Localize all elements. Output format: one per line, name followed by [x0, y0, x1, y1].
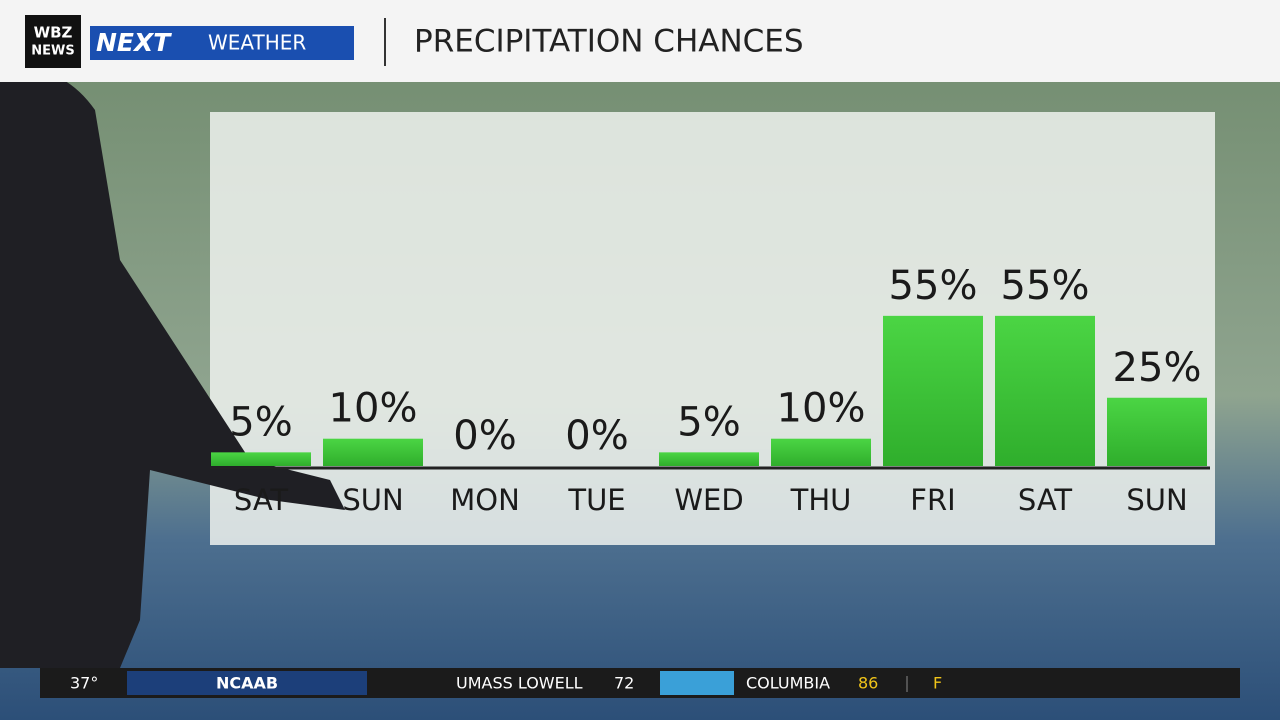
brand: NEXT [96, 28, 172, 57]
value-label: 10% [329, 386, 418, 432]
x-tick-label: SUN [342, 483, 403, 517]
x-tick-label: WED [674, 483, 743, 517]
value-label: 0% [453, 413, 516, 459]
logo-bottom: NEWS [31, 44, 74, 59]
ticker-temp: 37° [70, 674, 98, 693]
value-label: 55% [889, 263, 978, 309]
x-tick-label: FRI [910, 483, 955, 517]
bar [883, 315, 983, 466]
value-label: 5% [677, 399, 740, 445]
value-label: 55% [1001, 263, 1090, 309]
value-label: 5% [229, 399, 292, 445]
team-logo [660, 671, 734, 695]
league-box [127, 671, 367, 695]
x-tick-label: THU [790, 483, 852, 517]
brand-box [90, 26, 354, 60]
x-tick-label: SAT [234, 483, 289, 517]
brand-sub: WEATHER [208, 31, 306, 55]
bar [1107, 397, 1207, 466]
ticker-status: F [933, 674, 942, 693]
logo-top: WBZ [34, 24, 73, 42]
ticker-team: COLUMBIA [746, 674, 830, 693]
ticker-league: NCAAB [216, 674, 278, 693]
ticker-score: 86 [858, 674, 878, 693]
x-tick-label: SUN [1126, 483, 1187, 517]
bar [771, 438, 871, 466]
presenter [0, 68, 345, 669]
ticker-team: UMASS LOWELL [456, 674, 583, 693]
value-label: 10% [777, 386, 866, 432]
bar [995, 315, 1095, 466]
x-tick-label: SAT [1018, 483, 1073, 517]
x-tick-label: TUE [567, 483, 625, 517]
x-tick-label: MON [450, 483, 520, 517]
value-label: 25% [1113, 345, 1202, 391]
bar [211, 452, 311, 466]
chart-title: PRECIPITATION CHANCES [414, 24, 804, 60]
bar [323, 438, 423, 466]
bar [659, 452, 759, 466]
ticker-score: 72 [614, 674, 634, 693]
value-label: 0% [565, 413, 628, 459]
logo-box [25, 15, 81, 68]
